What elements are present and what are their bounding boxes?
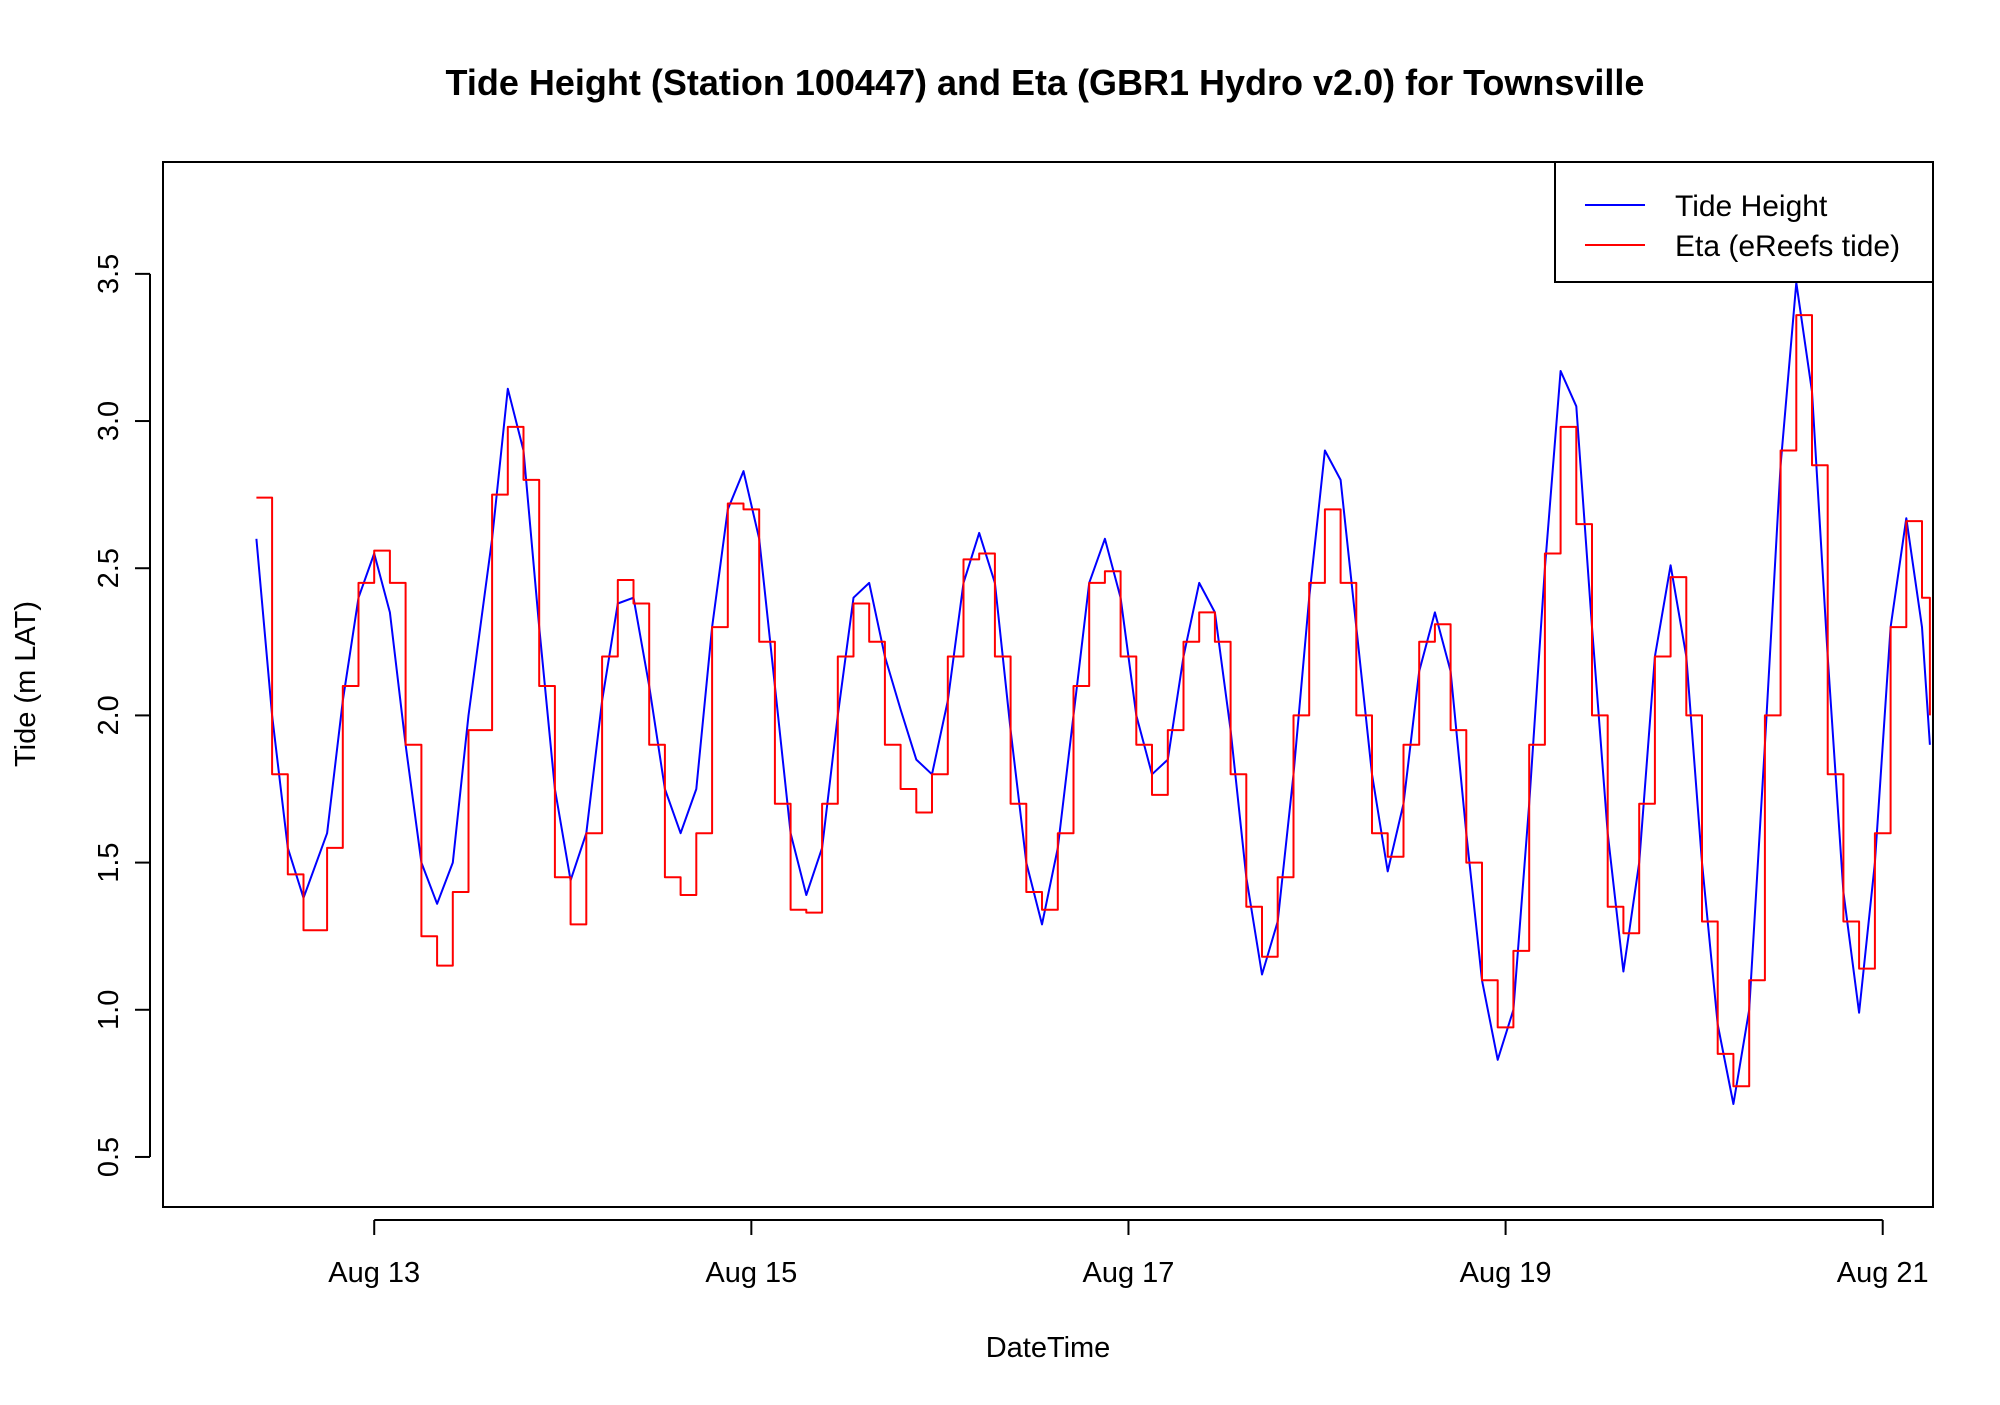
series-line-tide-height bbox=[255, 281, 1931, 1105]
x-axis: Aug 13 Aug 15 Aug 17 Aug 19 Aug 21 bbox=[328, 1219, 1929, 1289]
y-tick-label: 0.5 bbox=[93, 1137, 125, 1177]
chart-title: Tide Height (Station 100447) and Eta (GB… bbox=[446, 62, 1645, 103]
y-tick-label: 1.0 bbox=[93, 990, 125, 1030]
y-tick-label: 3.5 bbox=[93, 254, 125, 294]
y-axis: 0.5 1.0 1.5 2.0 2.5 3.0 3.5 bbox=[93, 254, 151, 1177]
y-axis-label: Tide (m LAT) bbox=[10, 601, 42, 767]
y-tick-label: 2.5 bbox=[93, 548, 125, 588]
y-tick-label: 2.0 bbox=[93, 695, 125, 735]
legend-label-eta: Eta (eReefs tide) bbox=[1675, 230, 1900, 263]
series-line-eta bbox=[256, 314, 1931, 1088]
legend-box bbox=[1554, 161, 1934, 283]
legend: Tide Height Eta (eReefs tide) bbox=[1554, 161, 1934, 283]
x-tick-label: Aug 17 bbox=[1083, 1257, 1175, 1289]
x-tick-label: Aug 19 bbox=[1460, 1257, 1552, 1289]
x-tick-label: Aug 13 bbox=[328, 1257, 420, 1289]
y-tick-label: 3.0 bbox=[93, 401, 125, 441]
x-tick-label: Aug 15 bbox=[705, 1257, 797, 1289]
legend-label-tide-height: Tide Height bbox=[1675, 190, 1828, 223]
plot-frame bbox=[162, 161, 1934, 1208]
plot-area bbox=[255, 281, 1931, 1105]
y-tick-label: 1.5 bbox=[93, 842, 125, 882]
x-axis-label: DateTime bbox=[986, 1332, 1111, 1364]
x-tick-label: Aug 21 bbox=[1837, 1257, 1929, 1289]
